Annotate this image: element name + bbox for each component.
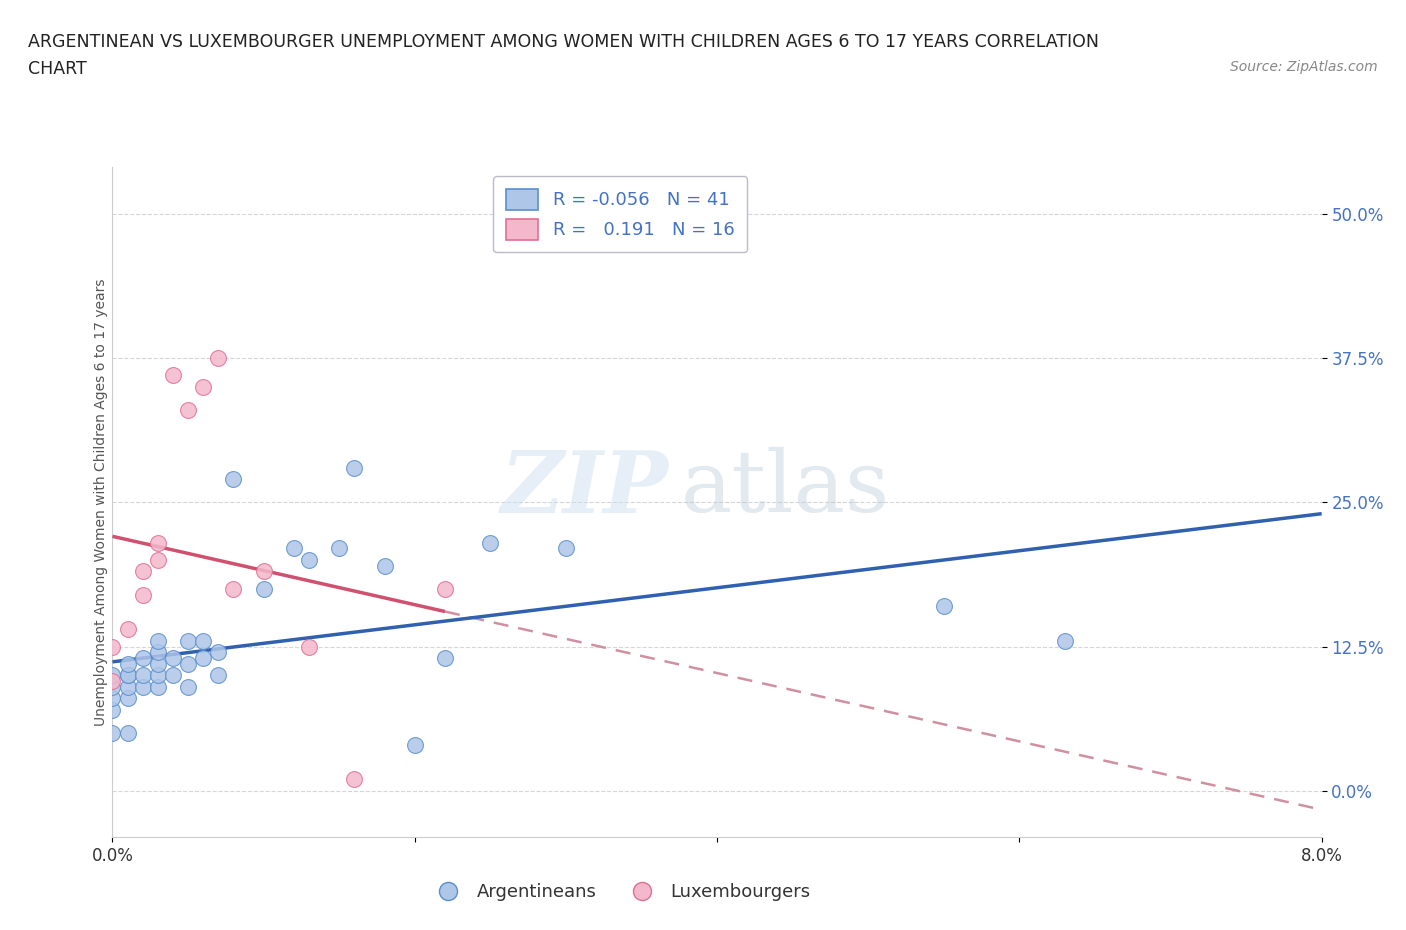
Point (479, 535, 502, 550)
Point (373, 558, 396, 573)
Point (117, 668, 139, 683)
Point (132, 564, 155, 578)
Point (222, 472, 245, 486)
Point (298, 639, 321, 654)
Point (101, 691, 124, 706)
Point (132, 651, 155, 666)
Point (162, 668, 184, 683)
Point (117, 725, 139, 740)
Point (404, 737, 426, 752)
Point (207, 668, 229, 683)
Point (101, 673, 124, 688)
Point (298, 552, 321, 567)
Point (253, 581, 276, 596)
Point (1053, 633, 1076, 648)
Point (117, 657, 139, 671)
Point (191, 633, 215, 648)
Point (146, 535, 169, 550)
Text: ARGENTINEAN VS LUXEMBOURGER UNEMPLOYMENT AMONG WOMEN WITH CHILDREN AGES 6 TO 17 : ARGENTINEAN VS LUXEMBOURGER UNEMPLOYMENT… (28, 33, 1099, 50)
Point (343, 460, 366, 475)
Point (162, 651, 184, 666)
Point (222, 581, 245, 596)
Point (117, 622, 139, 637)
Point (191, 379, 215, 394)
Point (117, 691, 139, 706)
Point (433, 651, 456, 666)
Point (433, 581, 456, 596)
Point (328, 541, 350, 556)
Point (207, 351, 229, 365)
Point (207, 644, 229, 659)
Point (132, 668, 155, 683)
Y-axis label: Unemployment Among Women with Children Ages 6 to 17 years: Unemployment Among Women with Children A… (94, 278, 108, 726)
Point (146, 552, 169, 567)
Text: ZIP: ZIP (501, 447, 669, 530)
Point (101, 680, 124, 695)
Point (146, 633, 169, 648)
Point (132, 587, 155, 602)
Text: CHART: CHART (28, 60, 87, 78)
Point (132, 680, 155, 695)
Point (177, 657, 200, 671)
Point (146, 680, 169, 695)
Point (177, 680, 200, 695)
Point (177, 403, 200, 418)
Text: Source: ZipAtlas.com: Source: ZipAtlas.com (1230, 60, 1378, 74)
Point (162, 367, 184, 382)
Point (283, 541, 305, 556)
Point (554, 541, 576, 556)
Point (343, 772, 366, 787)
Point (191, 651, 215, 666)
Text: atlas: atlas (681, 447, 890, 530)
Point (101, 725, 124, 740)
Point (117, 680, 139, 695)
Point (117, 668, 139, 683)
Point (101, 702, 124, 717)
Point (146, 657, 169, 671)
Point (177, 633, 200, 648)
Legend: Argentineans, Luxembourgers: Argentineans, Luxembourgers (423, 876, 818, 909)
Point (101, 639, 124, 654)
Point (932, 599, 955, 614)
Point (101, 668, 124, 683)
Point (146, 644, 169, 659)
Point (253, 564, 276, 578)
Point (146, 668, 169, 683)
